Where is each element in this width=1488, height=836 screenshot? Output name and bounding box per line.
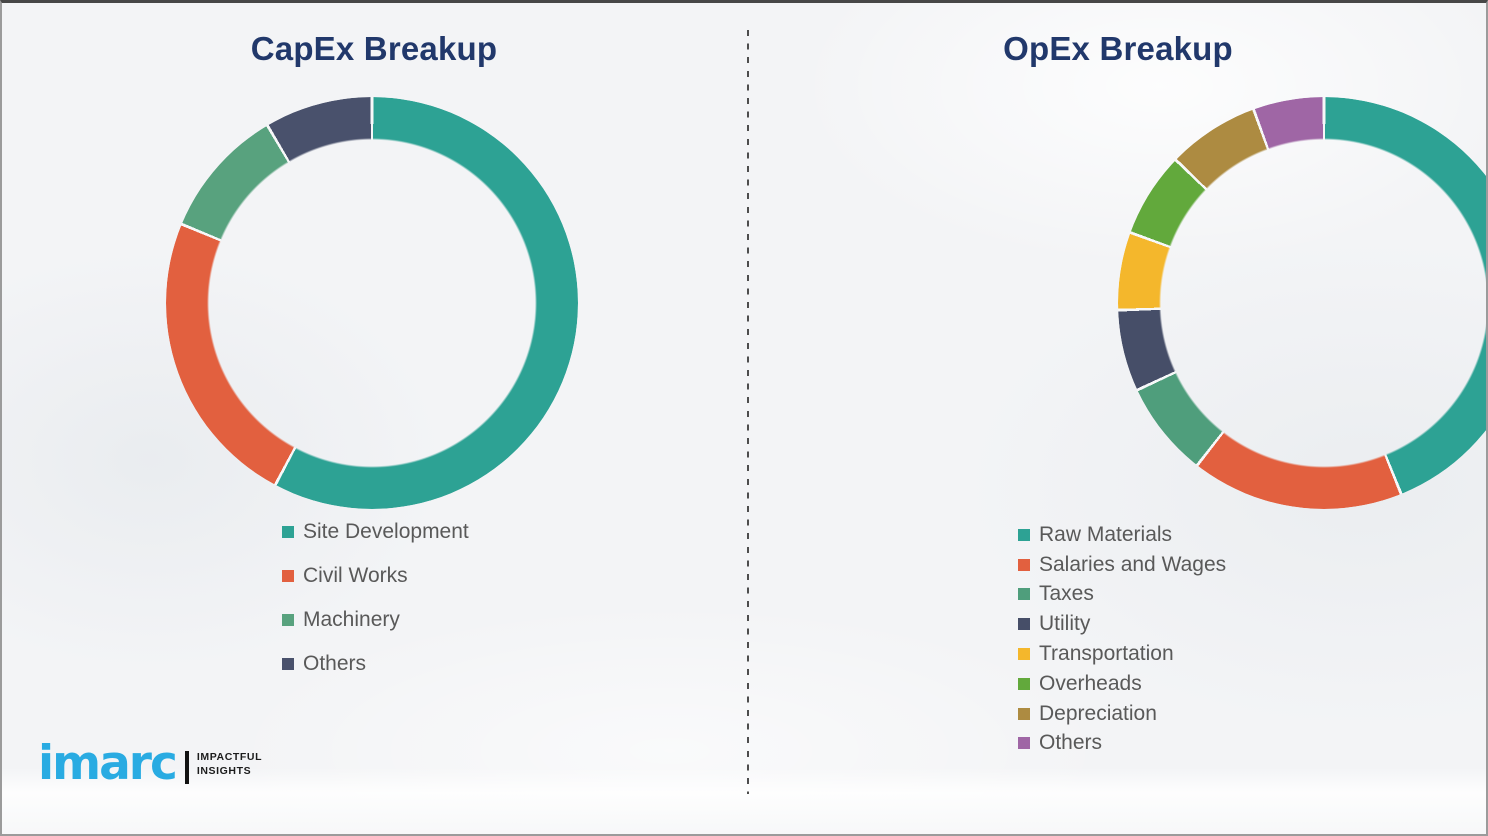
imarc-logo-divider-bar xyxy=(184,751,189,784)
legend-item: Depreciation xyxy=(1018,699,1226,729)
legend-label: Machinery xyxy=(303,608,400,631)
legend-item: Taxes xyxy=(1018,580,1226,610)
legend-swatch xyxy=(282,658,294,670)
legend-label: Overheads xyxy=(1039,671,1142,695)
legend-item: Salaries and Wages xyxy=(1018,550,1226,580)
imarc-logo-wordmark: imarc xyxy=(38,736,178,791)
capex-chart-title: CapEx Breakup xyxy=(250,30,498,67)
legend-swatch xyxy=(1018,737,1030,750)
imarc-tagline-line1: IMPACTFUL xyxy=(196,751,263,763)
legend-item: Transportation xyxy=(1018,639,1226,669)
legend-item: Site Development xyxy=(282,510,469,554)
legend-item: Civil Works xyxy=(282,554,469,598)
legend-item: Others xyxy=(282,642,469,686)
imarc-tagline-line2: INSIGHTS xyxy=(196,764,252,777)
legend-label: Others xyxy=(1039,731,1103,755)
legend-label: Civil Works xyxy=(303,564,408,587)
legend-label: Depreciation xyxy=(1039,701,1157,725)
imarc-logo: imarc IMPACTFUL INSIGHTS xyxy=(38,738,262,790)
legend-item: Overheads xyxy=(1018,669,1226,699)
legend-swatch xyxy=(1018,528,1030,541)
legend-label: Taxes xyxy=(1039,582,1094,606)
legend-label: Others xyxy=(303,652,367,675)
legend-swatch xyxy=(1018,618,1030,631)
opex-legend: Raw Materials Salaries and Wages Taxes Util… xyxy=(1018,520,1226,758)
legend-label: Utility xyxy=(1039,612,1091,636)
legend-swatch xyxy=(1018,707,1030,720)
legend-item: Machinery xyxy=(282,598,469,642)
capex-donut-chart xyxy=(166,97,578,509)
legend-swatch xyxy=(1018,648,1030,661)
legend-label: Transportation xyxy=(1039,642,1174,666)
vertical-dashed-divider xyxy=(747,30,749,794)
legend-swatch xyxy=(282,526,294,538)
legend-swatch xyxy=(1018,588,1030,601)
legend-label: Salaries and Wages xyxy=(1039,552,1227,576)
opex-chart-title: OpEx Breakup xyxy=(1003,30,1233,67)
legend-item: Others xyxy=(1018,729,1226,759)
capex-panel: CapEx Breakup Site Development Civil Work… xyxy=(2,3,746,834)
legend-label: Site Development xyxy=(303,520,469,543)
imarc-logo-tagline: IMPACTFUL INSIGHTS xyxy=(197,751,262,778)
legend-label: Raw Materials xyxy=(1039,522,1173,546)
legend-item: Utility xyxy=(1018,609,1226,639)
legend-swatch xyxy=(282,614,294,626)
legend-swatch xyxy=(1018,677,1030,690)
opex-donut-chart xyxy=(1118,97,1486,509)
capex-legend: Site Development Civil Works Machinery Othe… xyxy=(282,510,469,686)
legend-swatch xyxy=(1018,558,1030,571)
opex-panel: OpEx Breakup Raw Materials Salaries and W… xyxy=(746,3,1486,834)
legend-swatch xyxy=(282,570,294,582)
legend-item: Raw Materials xyxy=(1018,520,1226,550)
